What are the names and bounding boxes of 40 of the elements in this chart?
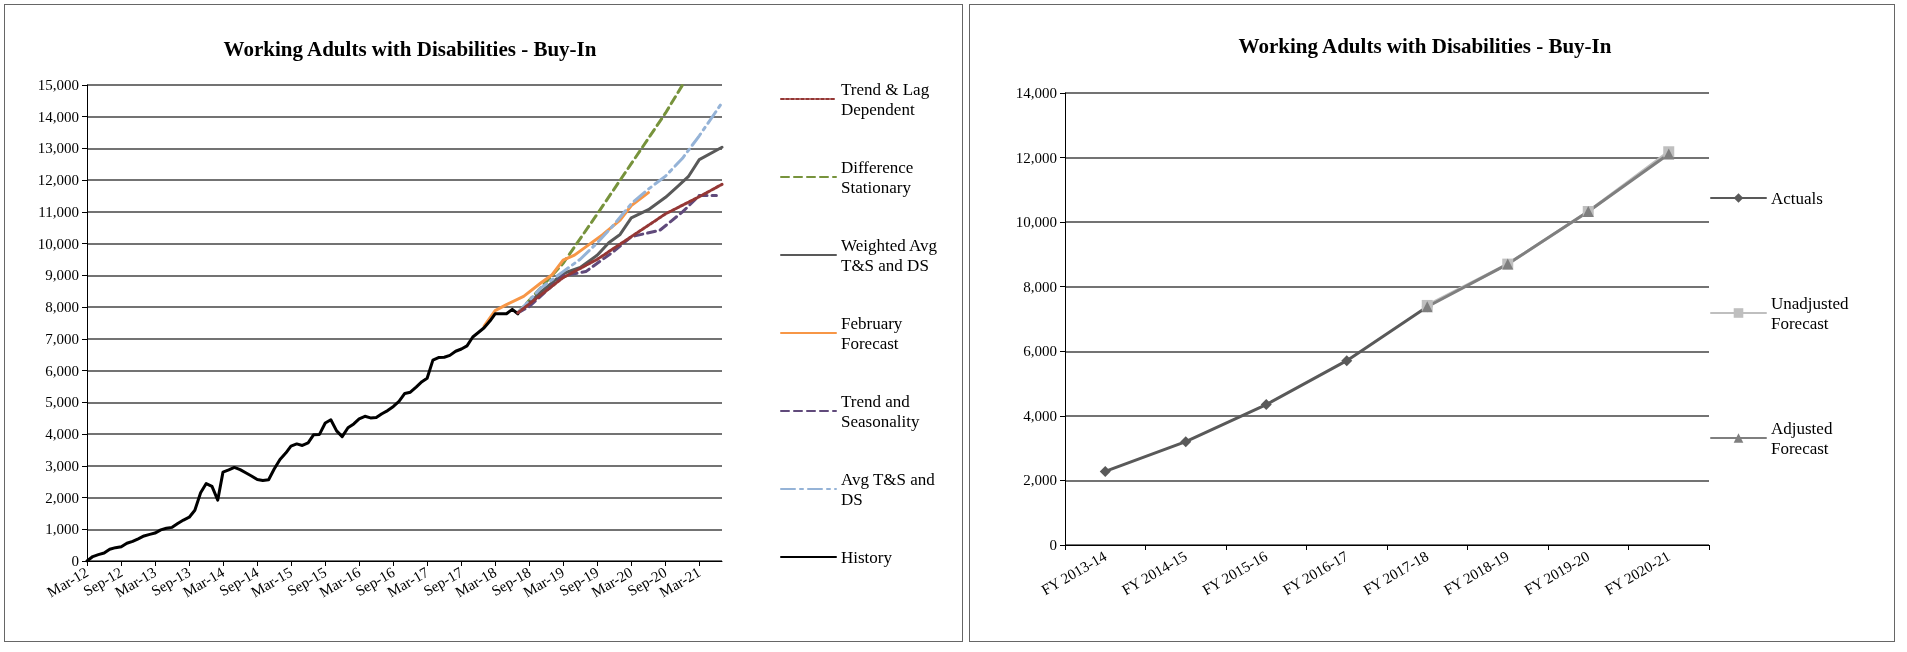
y-tick-label: 2,000	[1023, 472, 1057, 489]
y-tick-label: 6,000	[45, 362, 79, 379]
legend-label: Difference Stationary	[841, 157, 918, 197]
y-tick-label: 6,000	[1023, 343, 1057, 360]
legend-label: February Forecast	[841, 313, 907, 353]
y-tick-label: 14,000	[37, 108, 79, 125]
point	[1180, 436, 1192, 448]
y-tick-label: 8,000	[45, 299, 79, 316]
y-tick-label: 14,000	[1015, 85, 1057, 101]
y-tick-label: 4,000	[1023, 407, 1057, 424]
y-tick-label: 10,000	[37, 235, 79, 252]
legend-label: Trend & Lag Dependent	[841, 79, 934, 119]
y-tick-label: 15,000	[37, 77, 79, 93]
legend-label: Trend and Seasonality	[841, 391, 920, 431]
chart-title: Working Adults with Disabilities - Buy-In	[223, 36, 597, 61]
legend-label: Unadjusted Forecast	[1771, 293, 1853, 333]
point	[1341, 355, 1353, 367]
y-tick-label: 11,000	[38, 203, 79, 220]
y-tick-label: 5,000	[45, 394, 79, 411]
y-tick-label: 2,000	[45, 489, 79, 506]
chart-title: Working Adults with Disabilities - Buy-In	[1238, 33, 1612, 58]
y-tick-label: 12,000	[1015, 149, 1057, 166]
y-tick-label: 9,000	[45, 267, 79, 284]
legend-label: Weighted Avg T&S and DS	[841, 235, 942, 275]
y-tick-label: 3,000	[45, 457, 79, 474]
legend-label: History	[841, 547, 893, 567]
legend-label: Avg T&S and DS	[841, 469, 940, 509]
y-tick-label: 7,000	[45, 330, 79, 347]
point	[1260, 399, 1272, 411]
y-tick-label: 12,000	[37, 172, 79, 189]
y-tick-label: 0	[71, 553, 79, 569]
legend-label: Adjusted Forecast	[1771, 418, 1837, 458]
y-tick-label: 10,000	[1015, 214, 1057, 231]
point	[1099, 465, 1111, 477]
y-tick-label: 4,000	[45, 426, 79, 443]
legend-label: Actuals	[1771, 188, 1823, 208]
y-tick-label: 1,000	[45, 521, 79, 538]
y-tick-label: 0	[1049, 537, 1057, 553]
y-tick-label: 13,000	[37, 140, 79, 157]
y-tick-label: 8,000	[1023, 278, 1057, 295]
